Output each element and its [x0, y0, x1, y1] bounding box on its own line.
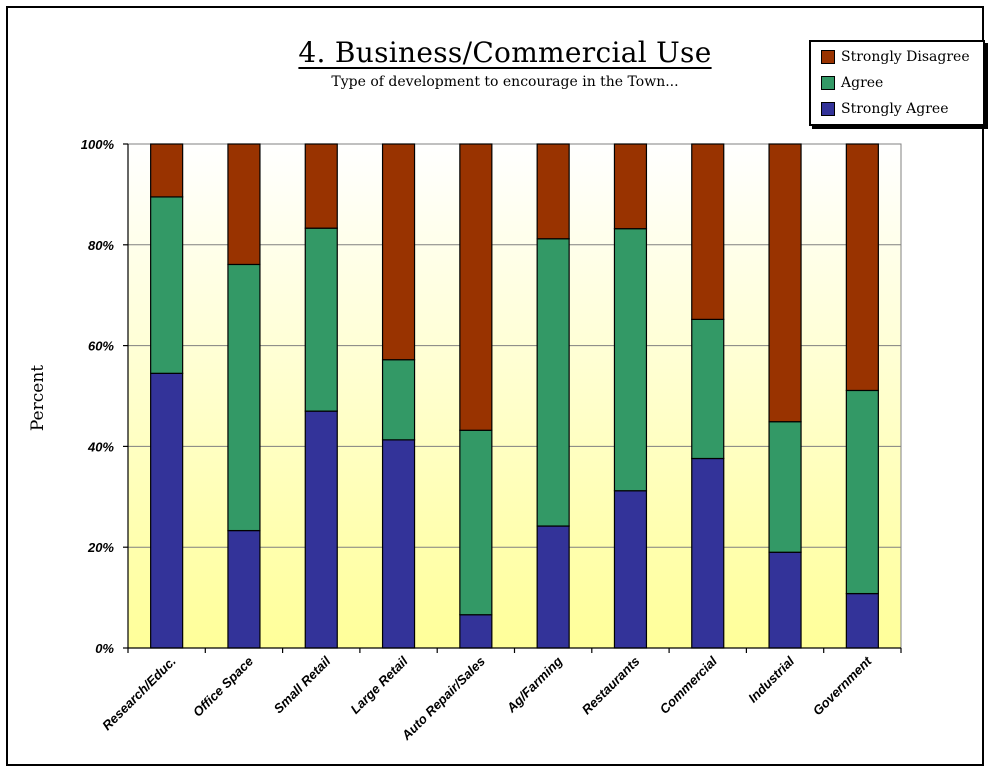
bar-segment	[381, 143, 416, 361]
bar-segment	[768, 551, 802, 649]
chart-subtitle: Type of development to encourage in the …	[331, 74, 679, 90]
legend-item: Strongly Disagree	[821, 47, 970, 67]
legend-swatch	[821, 50, 835, 64]
axes	[123, 143, 902, 653]
bar-segment	[227, 529, 261, 649]
bar-segment	[459, 429, 493, 616]
bar-segment	[381, 439, 416, 649]
bar-segment	[691, 318, 725, 460]
bar-segment	[304, 410, 338, 649]
bar-segment	[845, 389, 879, 595]
x-tick-label: Commercial	[657, 653, 721, 717]
x-tick-label: Office Space	[190, 654, 256, 720]
y-tick-label: 40%	[87, 439, 114, 454]
x-tick-label: Small Retail	[271, 653, 334, 716]
x-tick-labels: Research/Educ. Office Space Small Retail La…	[99, 653, 875, 743]
y-tick-label: 100%	[81, 137, 115, 152]
bar-segment	[459, 143, 493, 431]
bar-segment	[768, 421, 802, 553]
legend-item: Agree	[821, 73, 883, 93]
bar-segment	[227, 263, 261, 532]
legend-item: Strongly Agree	[821, 99, 949, 119]
y-tick-label: 20%	[87, 540, 114, 555]
bar-segment	[613, 228, 648, 492]
x-tick-label: Restaurants	[579, 654, 643, 718]
bar-segment	[768, 143, 802, 423]
x-tick-label: Ag/Farming	[503, 653, 565, 715]
x-tick-label: Industrial	[745, 653, 797, 705]
bar-segment	[227, 143, 261, 266]
bar-segment	[691, 143, 725, 320]
bar-segment	[304, 143, 338, 229]
y-axis-label: Percent	[28, 364, 48, 432]
legend-label: Agree	[841, 75, 884, 91]
x-tick-label: Large Retail	[347, 653, 410, 716]
legend-label: Strongly Agree	[841, 101, 949, 117]
bar-segment	[613, 490, 648, 649]
x-tick-label: Auto Repair/Sales	[398, 654, 488, 744]
bar-segment	[613, 143, 648, 230]
bars	[150, 143, 879, 649]
bar-segment	[691, 457, 725, 649]
bar-segment	[459, 614, 493, 649]
legend-swatch	[821, 102, 835, 116]
x-tick-label: Research/Educ.	[99, 654, 179, 734]
y-tick-label: 60%	[88, 339, 114, 354]
bar-segment	[304, 227, 338, 412]
x-tick-label: Government	[810, 653, 875, 718]
bar-segment	[150, 372, 184, 649]
legend-label: Strongly Disagree	[841, 49, 970, 65]
bar-segment	[536, 238, 570, 527]
bar-segment	[381, 359, 416, 441]
bar-segment	[536, 143, 570, 240]
chart-title: 4. Business/Commercial Use	[298, 36, 712, 69]
legend-swatch	[821, 76, 835, 90]
legend: Strongly Disagree Agree Strongly Agree	[809, 40, 985, 126]
bar-segment	[536, 525, 570, 649]
bar-segment	[150, 196, 184, 374]
bar-segment	[150, 143, 184, 198]
bar-segment	[845, 592, 879, 649]
y-tick-label: 0%	[95, 641, 114, 656]
y-tick-label: 80%	[88, 238, 114, 253]
y-tick-labels: 0% 20% 40% 60% 80% 100%	[81, 137, 115, 656]
bar-segment	[845, 143, 879, 392]
